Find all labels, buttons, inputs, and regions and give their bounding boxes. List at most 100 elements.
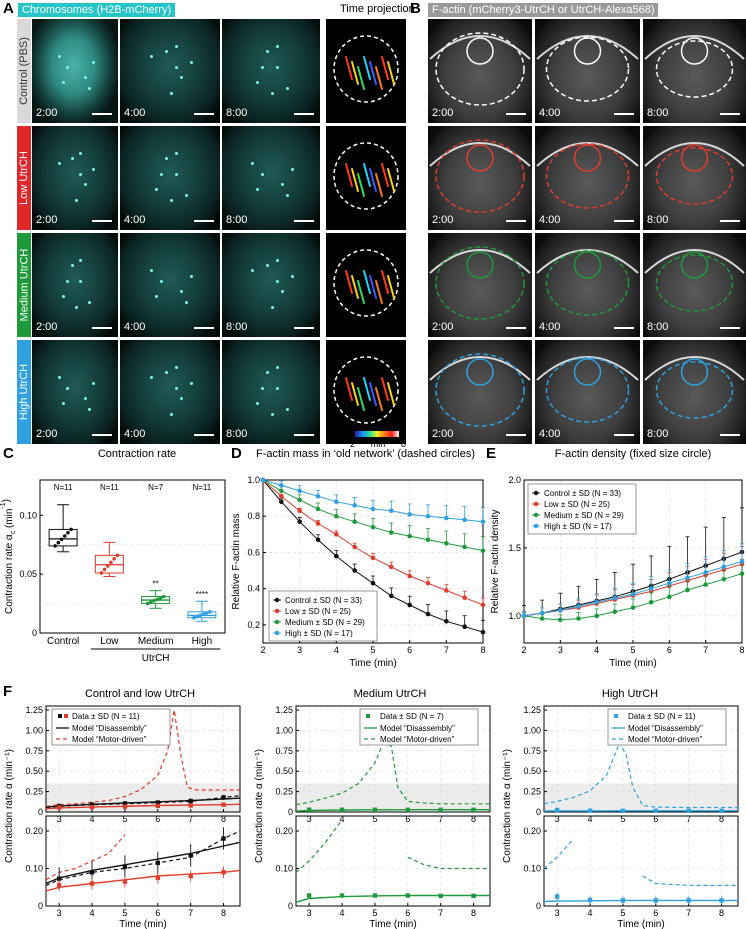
data-point [438,807,443,812]
old-network-circle [545,357,630,423]
fixed-circle [466,358,494,386]
fixed-circle [680,358,709,386]
colorbar-label-min: 2 [350,439,356,449]
model-disassembly-line [45,869,241,892]
legend-box [359,708,479,746]
time-stamp: 4:00 [539,214,561,226]
y-tick-label: 0 [288,807,293,817]
scale-bar [92,327,112,329]
model-disassembly-line [45,803,241,810]
chromosome-spot [79,280,82,283]
chromosome-image: 8:00 [222,19,320,123]
data-point [122,864,128,869]
cell-outline [333,35,399,103]
chromosome-trace [351,382,359,406]
data-point [297,497,302,503]
y-tick-label: 0 [536,807,541,817]
model-disassembly-line [543,899,738,903]
time-stamp: 4:00 [124,214,146,226]
chromosome-spot [155,295,158,298]
data-point [719,808,724,813]
data-point [554,894,560,899]
data-point [161,594,166,599]
significance-label: **** [196,590,208,599]
zoom-region [544,783,738,812]
time-stamp: 8:00 [226,107,248,119]
data-point [89,881,95,886]
f-actin-image: 4:00 [535,340,640,444]
data-point [407,602,412,608]
x-tick-label: 6 [155,908,160,918]
chromosome-trace [369,382,377,406]
chromosome-spot [62,402,65,405]
data-point [198,613,203,618]
data-point [462,624,467,629]
data-point [279,494,284,499]
chromosome-spot [165,371,168,374]
time-stamp: 2:00 [432,107,454,119]
chromosome-image: 8:00 [222,126,320,230]
axes-frame [45,705,241,813]
chromosome-spot [256,402,259,405]
chromosome-spot [92,382,95,385]
chromosome-trace [375,66,383,90]
chromosome-trace [381,270,389,294]
data-point [539,616,545,621]
row-label-2: Medium UtrCH [17,233,31,337]
data-point [315,506,321,512]
chromosome-spot [190,61,193,64]
chromosome-spot [71,264,74,267]
chromosome-spot [160,173,163,176]
chromosome-spot [256,81,259,84]
data-point [56,883,62,888]
f-actin-image: 8:00 [643,19,746,123]
data-point [480,548,486,553]
time-stamp: 4:00 [124,321,146,333]
chromosome-spot [75,199,78,202]
data-point [149,600,153,604]
legend-swatch-dot [274,630,280,636]
chromosome-spot [165,50,168,53]
time-stamp: 4:00 [539,107,561,119]
chromosome-spot [190,382,193,385]
chromosome-spot [71,157,74,160]
chromosome-spot [276,280,279,283]
model-motor-line [642,875,738,886]
y-tick-label: 0.6 [247,547,260,557]
chromosome-spot [75,306,78,309]
data-point [686,808,691,813]
time-stamp: 2:00 [432,321,454,333]
x-tick-label: 8 [719,908,724,918]
panel-f1-chart: 3 4 5 6 7 800.250.500.751.001.253 4 5 6 7 800.100.… [4,705,241,929]
data-point [653,898,658,903]
data-point [221,870,226,875]
scale-bar [92,434,112,436]
cortex-outline [644,142,745,167]
data-point [425,611,431,617]
chromosome-trace [387,275,395,299]
data-point [306,807,312,812]
data-point [480,602,486,608]
chromosome-image: 8:00 [222,340,320,444]
projection-svg [333,142,399,210]
time-projection-image [326,340,406,444]
data-point [334,553,339,559]
chromosome-spot [175,173,178,176]
chromosome-spot [66,66,69,69]
panel-label-c: C [3,445,14,462]
data-point [612,595,618,601]
y-tick-label: 1.25 [275,705,293,715]
data-point [122,801,128,806]
cell-outline [333,356,399,424]
chromosome-trace [351,61,359,85]
row-label-text: High UtrCH [18,363,31,421]
scale-bar [92,220,112,222]
model-motor-line [295,819,343,873]
chromosome-spot [256,188,259,191]
data-point [315,494,321,499]
time-stamp: 8:00 [647,107,669,119]
x-tick-label: 7 [686,908,691,918]
data-point [370,506,376,512]
data-point [89,802,95,807]
chromosome-trace [351,275,359,299]
